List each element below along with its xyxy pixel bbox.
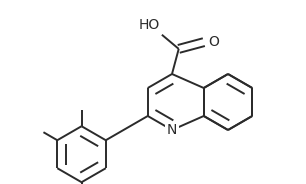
Text: O: O bbox=[208, 35, 219, 49]
Text: HO: HO bbox=[139, 18, 160, 32]
Text: N: N bbox=[167, 123, 177, 137]
